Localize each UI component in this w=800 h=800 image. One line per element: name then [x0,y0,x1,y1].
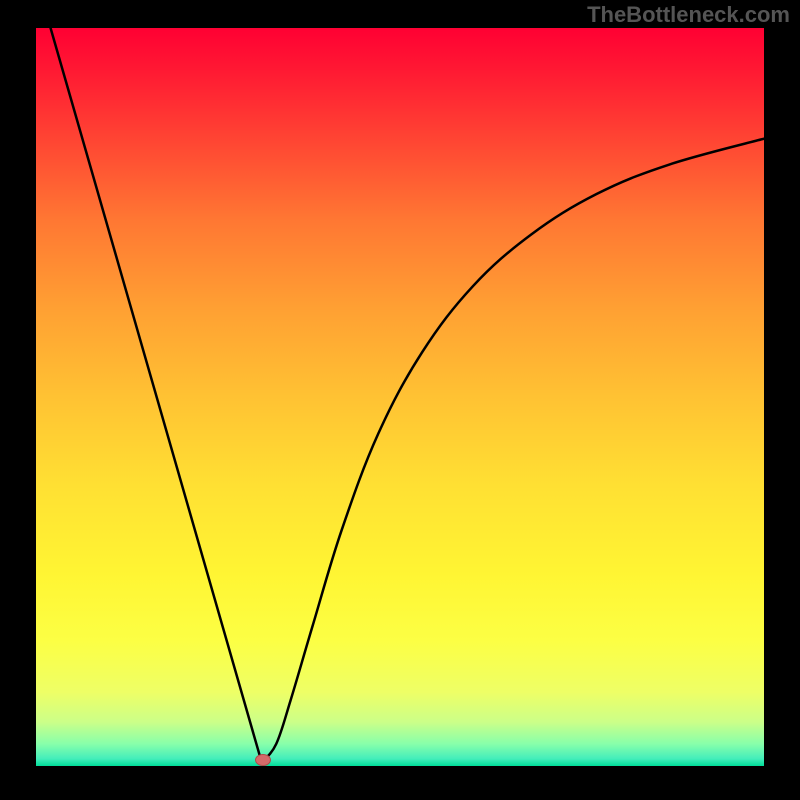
plot-area [36,28,764,766]
gradient-background [36,28,764,766]
chart-container: TheBottleneck.com [0,0,800,800]
watermark-text: TheBottleneck.com [587,2,790,28]
minimum-marker [255,754,271,766]
